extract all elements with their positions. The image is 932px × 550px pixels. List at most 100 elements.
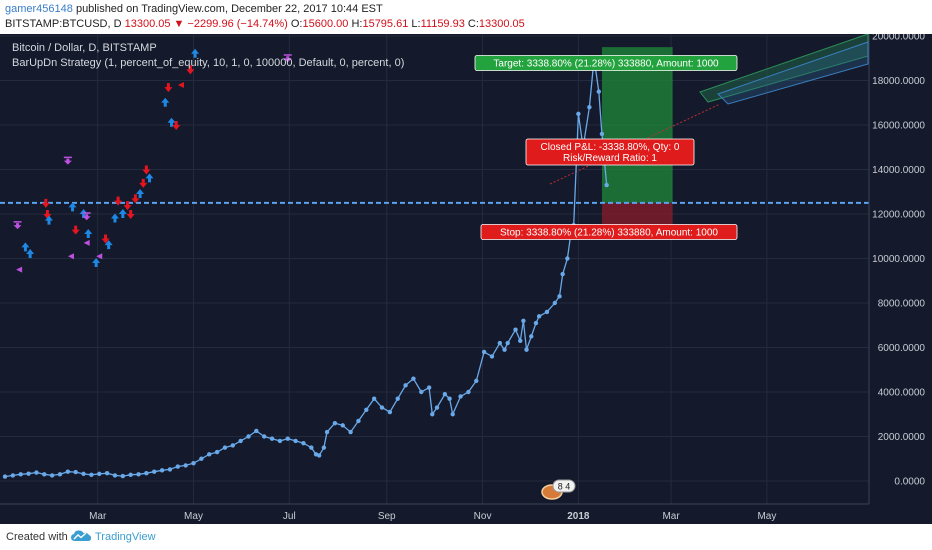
x-tick-label: May bbox=[184, 511, 203, 522]
price-point bbox=[277, 438, 283, 444]
sell-arrow-icon bbox=[172, 121, 181, 130]
buy-arrow-icon bbox=[26, 249, 35, 259]
price-point bbox=[183, 463, 188, 468]
y-tick-label: 2000.0000 bbox=[878, 432, 926, 443]
y-tick-label: 4000.0000 bbox=[878, 388, 926, 399]
price-point bbox=[533, 320, 539, 326]
strategy-legend[interactable]: BarUpDn Strategy (1, percent_of_equity, … bbox=[12, 57, 404, 69]
sell-arrow-icon bbox=[41, 198, 50, 208]
trade-label-box bbox=[480, 224, 738, 240]
buy-arrow-icon bbox=[68, 202, 77, 212]
buy-arrow-icon bbox=[145, 173, 154, 183]
price-point bbox=[332, 420, 338, 426]
last-price: 13300.05 bbox=[124, 18, 171, 30]
tradingview-brand[interactable]: TradingView bbox=[95, 531, 156, 543]
price-point bbox=[104, 471, 110, 476]
price-change: −2299.96 (−14.74%) bbox=[187, 18, 288, 30]
trade-label-text: Risk/Reward Ratio: 1 bbox=[563, 153, 657, 164]
price-point bbox=[387, 409, 393, 415]
price-point bbox=[502, 347, 507, 352]
price-point bbox=[97, 471, 102, 477]
price-point bbox=[466, 389, 471, 395]
price-point bbox=[348, 429, 353, 435]
trade-label-text: Stop: 3338.80% (21.28%) 333880, Amount: … bbox=[500, 228, 718, 239]
price-point bbox=[34, 470, 39, 475]
price-point bbox=[521, 318, 526, 323]
price-point bbox=[497, 340, 503, 346]
chart-grid bbox=[0, 34, 869, 504]
price-point bbox=[191, 461, 196, 466]
exit-triangle-icon bbox=[83, 239, 90, 246]
price-point bbox=[565, 256, 570, 261]
price-point bbox=[604, 182, 609, 188]
y-tick-label: 0.0000 bbox=[894, 477, 925, 488]
price-point bbox=[442, 392, 448, 397]
chart-background bbox=[0, 34, 932, 524]
sell-arrow-icon bbox=[114, 196, 123, 206]
publish-line: gamer456148 published on TradingView.com… bbox=[5, 3, 383, 15]
price-point bbox=[544, 309, 550, 315]
price-point bbox=[269, 436, 275, 441]
event-badge-text: 8 4 bbox=[558, 482, 571, 492]
price-point bbox=[560, 271, 565, 277]
open-label: O: bbox=[290, 18, 303, 30]
created-with-text: Created with bbox=[6, 531, 68, 543]
price-point bbox=[513, 327, 518, 332]
price-point bbox=[340, 423, 345, 428]
sell-arrow-icon bbox=[43, 210, 52, 219]
price-point bbox=[65, 469, 71, 474]
price-chart[interactable]: Target: 3338.80% (21.28%) 333880, Amount… bbox=[0, 34, 932, 524]
price-point bbox=[576, 111, 581, 117]
price-point bbox=[81, 471, 86, 477]
y-tick-label: 8000.0000 bbox=[878, 299, 926, 310]
price-point bbox=[364, 407, 369, 412]
price-point bbox=[49, 473, 55, 478]
price-point bbox=[42, 472, 47, 477]
x-tick-label: Jul bbox=[283, 511, 296, 522]
price-point bbox=[489, 354, 495, 359]
exit-triangle-icon bbox=[177, 81, 184, 88]
price-point bbox=[301, 440, 306, 446]
price-point bbox=[262, 434, 267, 439]
x-tick-label: Mar bbox=[89, 511, 107, 522]
buy-arrow-icon bbox=[110, 213, 119, 223]
change-down-icon: ▼ bbox=[173, 18, 185, 30]
x-tick-label: Mar bbox=[662, 511, 680, 522]
buy-arrow-icon bbox=[92, 257, 101, 267]
price-point bbox=[505, 340, 510, 346]
price-point bbox=[395, 396, 400, 401]
price-point bbox=[207, 452, 212, 457]
buy-arrow-icon bbox=[136, 188, 145, 198]
event-badge[interactable]: 8 4 bbox=[541, 479, 576, 500]
exit-arrow-icon bbox=[283, 54, 292, 63]
close-label: C: bbox=[467, 18, 479, 30]
exit-arrow-icon bbox=[82, 212, 91, 221]
price-point bbox=[587, 105, 592, 110]
sell-arrow-icon bbox=[101, 234, 110, 244]
price-point bbox=[356, 418, 361, 424]
price-point bbox=[159, 468, 165, 473]
high-label: H: bbox=[351, 18, 363, 30]
buy-arrow-icon bbox=[21, 242, 30, 252]
price-axis[interactable]: 20000.0000 18000.0000 16000.0000 14000.0000… bbox=[872, 34, 925, 488]
price-point bbox=[458, 394, 463, 399]
price-point bbox=[285, 436, 290, 441]
y-tick-label: 18000.0000 bbox=[872, 76, 925, 87]
price-point bbox=[324, 429, 330, 435]
time-axis[interactable]: Mar May Jul Sep Nov 2018 Mar May bbox=[89, 511, 776, 522]
username-link[interactable]: gamer456148 bbox=[5, 3, 73, 15]
exit-triangle-icon bbox=[16, 266, 23, 273]
price-point bbox=[128, 472, 133, 477]
sell-arrow-icon bbox=[139, 178, 148, 188]
price-point bbox=[18, 472, 23, 477]
trade-label-box bbox=[474, 55, 738, 71]
price-point bbox=[371, 396, 377, 401]
price-point bbox=[552, 300, 558, 306]
buy-arrow-icon bbox=[104, 240, 113, 250]
price-point bbox=[199, 456, 204, 461]
chart-header: gamer456148 published on TradingView.com… bbox=[0, 0, 932, 34]
price-point bbox=[481, 349, 487, 355]
lower-channel bbox=[717, 41, 869, 105]
exit-triangle-icon bbox=[96, 253, 103, 260]
price-point bbox=[10, 473, 16, 478]
